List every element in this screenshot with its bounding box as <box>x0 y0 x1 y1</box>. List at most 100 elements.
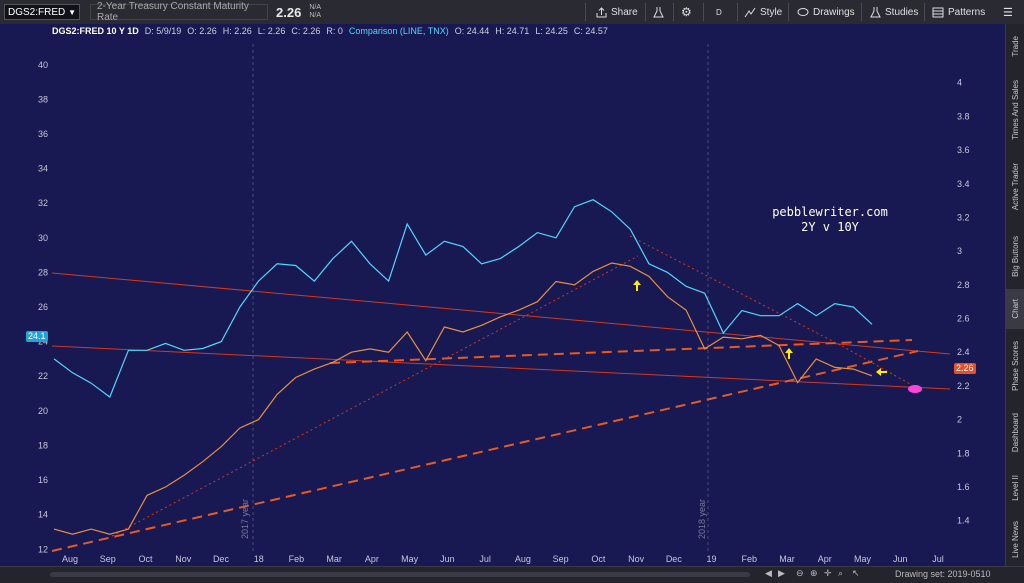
x-axis-tick: Jun <box>893 554 908 564</box>
x-axis-tick: Jun <box>440 554 455 564</box>
horizontal-scrollbar[interactable] <box>50 572 750 577</box>
target-ellipse[interactable] <box>908 385 922 393</box>
tab-times-and-sales[interactable]: Times And Sales <box>1006 69 1024 151</box>
right-axis-tick: 3.6 <box>957 145 970 155</box>
arrow-up-icon <box>785 348 793 359</box>
left-axis-tick: 30 <box>38 233 48 243</box>
tab-live-news[interactable]: Live News <box>1006 513 1024 566</box>
last-price: 2.26 <box>276 4 302 20</box>
chart-area[interactable]: 121416182022242628303234363840 1.41.61.8… <box>0 24 1005 566</box>
right-axis-tick: 2.6 <box>957 314 970 324</box>
flask-icon <box>870 7 881 18</box>
studies-button[interactable]: Studies <box>870 4 918 20</box>
chevron-down-icon: ▼ <box>68 7 76 17</box>
settings-button[interactable]: ⚙ <box>681 4 692 20</box>
price-chart[interactable]: 121416182022242628303234363840 1.41.61.8… <box>0 24 1005 566</box>
share-button[interactable]: Share <box>596 4 638 20</box>
x-axis-tick: Dec <box>213 554 230 564</box>
x-axis-tick: May <box>401 554 419 564</box>
left-axis-tick: 12 <box>38 544 48 554</box>
trendline-dotted[interactable] <box>841 345 913 386</box>
tab-trade[interactable]: Trade <box>1006 24 1024 69</box>
info-comparison: Comparison (LINE, TNX) <box>348 26 449 36</box>
tab-active-trader[interactable]: Active Trader <box>1006 151 1024 223</box>
flask-icon <box>653 7 664 18</box>
studies-label: Studies <box>885 6 919 18</box>
right-axis-tick: 2.4 <box>957 347 970 357</box>
right-axis-tick: 3.4 <box>957 179 970 189</box>
trendline[interactable] <box>51 345 951 390</box>
patterns-button[interactable]: Patterns <box>932 4 985 20</box>
left-axis-tick: 16 <box>38 475 48 485</box>
symbol-selector[interactable]: DGS2:FRED ▼ <box>4 4 80 20</box>
magnifier-icon[interactable]: ⌕ <box>838 568 844 578</box>
x-axis-tick: Sep <box>100 554 116 564</box>
left-axis-tick: 28 <box>38 267 48 277</box>
tab-phase-scores[interactable]: Phase Scores <box>1006 329 1024 403</box>
info-open: O: 2.26 <box>187 26 217 36</box>
right-axis-tick: 2 <box>957 415 962 425</box>
trendline-dashed[interactable] <box>51 350 919 552</box>
toolbar-divider <box>861 3 862 21</box>
drawing-set-label[interactable]: Drawing set: 2019-0510 <box>895 569 991 579</box>
crosshair-icon[interactable]: ✛ <box>824 568 832 578</box>
style-icon <box>744 7 756 17</box>
x-axis-tick: 18 <box>254 554 264 564</box>
patterns-icon <box>932 7 944 17</box>
aggregation-button[interactable]: D <box>716 7 722 17</box>
chart-menu-button[interactable]: ☰ <box>1003 4 1013 20</box>
left-axis-tick: 40 <box>38 60 48 70</box>
right-axis-tick: 3.2 <box>957 212 970 222</box>
right-axis-tick: 2.2 <box>957 381 970 391</box>
x-axis-tick: Oct <box>138 554 153 564</box>
x-axis-tick: Jul <box>932 554 944 564</box>
zoom-in-icon[interactable]: ⊕ <box>810 568 818 578</box>
left-axis-tick: 22 <box>38 371 48 381</box>
x-axis-tick: Aug <box>515 554 531 564</box>
trendline[interactable] <box>51 272 951 355</box>
tab-label: Chart <box>1011 299 1020 319</box>
x-axis-tick: Aug <box>62 554 78 564</box>
trendline-dotted[interactable] <box>111 255 639 537</box>
style-label: Style <box>760 6 783 18</box>
tab-label: Trade <box>1011 36 1020 57</box>
trendline-dashed[interactable] <box>329 339 913 364</box>
toolbar-divider <box>703 3 704 21</box>
menu-icon: ☰ <box>1003 6 1013 19</box>
toolbar-divider <box>585 3 586 21</box>
tab-big-buttons[interactable]: Big Buttons <box>1006 223 1024 289</box>
scroll-left-icon[interactable]: ◀ <box>765 568 772 578</box>
info-low: L: 2.26 <box>257 26 286 36</box>
tab-label: Times And Sales <box>1011 80 1020 140</box>
left-axis-tick: 32 <box>38 198 48 208</box>
comparison-price-badge: 24.1 <box>26 331 48 342</box>
net-change: N/A N/A <box>309 4 321 20</box>
share-icon <box>596 6 607 17</box>
flask-button[interactable] <box>653 4 664 20</box>
gear-icon: ⚙ <box>681 5 692 19</box>
info-cmp-close: C: 24.57 <box>573 26 608 36</box>
zoom-out-icon[interactable]: ⊖ <box>796 568 804 578</box>
tab-level-ii[interactable]: Level II <box>1006 463 1024 513</box>
net-change-value: N/A <box>309 4 321 11</box>
chart-info-bar: DGS2:FRED 10 Y 1D D: 5/9/19 O: 2.26 H: 2… <box>52 24 608 38</box>
info-cmp-low: L: 24.25 <box>535 26 568 36</box>
x-axis-tick: Dec <box>666 554 683 564</box>
tab-chart[interactable]: Chart <box>1006 289 1024 329</box>
tab-label: Active Trader <box>1011 163 1020 211</box>
drawings-button[interactable]: Drawings <box>797 4 855 20</box>
pointer-icon[interactable]: ↖ <box>852 568 860 578</box>
info-high: H: 2.26 <box>222 26 252 36</box>
scroll-right-icon[interactable]: ▶ <box>778 568 785 578</box>
x-axis-tick: Mar <box>779 554 795 564</box>
tab-dashboard[interactable]: Dashboard <box>1006 403 1024 463</box>
percent-change-value: N/A <box>309 12 321 19</box>
left-axis-tick: 36 <box>38 129 48 139</box>
x-axis-tick: Jul <box>479 554 491 564</box>
toolbar-divider <box>788 3 789 21</box>
tab-label: Level II <box>1011 475 1020 501</box>
left-axis-tick: 18 <box>38 440 48 450</box>
symbol-description: 2-Year Treasury Constant Maturity Rate <box>90 1 268 23</box>
tab-label: Live News <box>1011 521 1020 558</box>
style-button[interactable]: Style <box>744 4 782 20</box>
